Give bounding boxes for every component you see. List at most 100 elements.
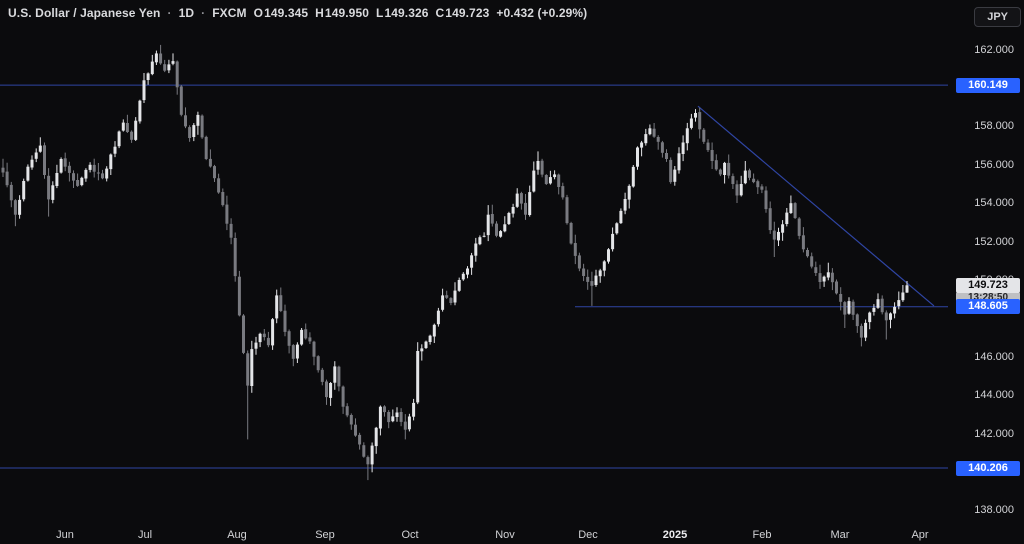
candle[interactable] xyxy=(457,277,461,292)
candle[interactable] xyxy=(271,318,275,350)
candle[interactable] xyxy=(582,263,586,282)
candle[interactable] xyxy=(67,161,71,182)
candle[interactable] xyxy=(279,287,283,313)
time-axis[interactable]: Jun Jul Aug Sep Oct Nov Dec 2025 Feb Mar Apr xyxy=(0,522,945,544)
candle[interactable] xyxy=(92,158,96,178)
candle[interactable] xyxy=(901,285,905,302)
candle[interactable] xyxy=(312,340,316,366)
candle[interactable] xyxy=(221,188,225,207)
candle[interactable] xyxy=(246,350,250,440)
candle[interactable] xyxy=(801,227,805,253)
candle[interactable] xyxy=(515,188,519,208)
candle[interactable] xyxy=(818,264,822,289)
candle[interactable] xyxy=(337,365,341,392)
candle[interactable] xyxy=(768,201,772,234)
candle[interactable] xyxy=(839,287,843,311)
candle[interactable] xyxy=(412,398,416,421)
candle[interactable] xyxy=(694,109,697,122)
candle[interactable] xyxy=(287,329,291,354)
candle[interactable] xyxy=(233,232,237,282)
candle[interactable] xyxy=(826,262,830,281)
candle[interactable] xyxy=(557,173,561,195)
candle[interactable] xyxy=(445,290,449,299)
candle[interactable] xyxy=(154,50,158,65)
candle[interactable] xyxy=(511,203,515,218)
candle[interactable] xyxy=(134,117,138,141)
candle[interactable] xyxy=(441,288,445,312)
candle[interactable] xyxy=(810,252,814,269)
candle[interactable] xyxy=(569,221,573,245)
candle[interactable] xyxy=(175,60,179,95)
candle[interactable] xyxy=(109,153,113,176)
candle[interactable] xyxy=(843,300,847,328)
candle[interactable] xyxy=(470,252,474,275)
candle[interactable] xyxy=(150,54,154,76)
candle[interactable] xyxy=(685,122,689,151)
candle[interactable] xyxy=(739,175,743,197)
candle[interactable] xyxy=(644,128,648,146)
candle[interactable] xyxy=(760,184,764,194)
candle[interactable] xyxy=(835,279,838,295)
candle[interactable] xyxy=(855,313,859,333)
trendline[interactable] xyxy=(697,105,935,307)
candle[interactable] xyxy=(366,455,370,481)
candle[interactable] xyxy=(851,299,855,320)
candle[interactable] xyxy=(677,147,681,174)
candle[interactable] xyxy=(399,408,403,427)
candle[interactable] xyxy=(308,332,312,344)
candle[interactable] xyxy=(43,142,46,179)
candle[interactable] xyxy=(623,192,627,215)
candle[interactable] xyxy=(627,184,631,209)
price-level-label[interactable]: 160.149 xyxy=(956,77,1020,93)
candle[interactable] xyxy=(130,130,134,143)
candle[interactable] xyxy=(266,331,270,348)
candle[interactable] xyxy=(225,195,229,231)
candle[interactable] xyxy=(731,173,735,190)
candle[interactable] xyxy=(673,166,677,186)
candle[interactable] xyxy=(714,154,718,171)
symbol-legend[interactable]: U.S. Dollar / Japanese Yen · 1D · FXCM O… xyxy=(8,6,587,20)
candle[interactable] xyxy=(18,195,22,219)
candle[interactable] xyxy=(789,195,793,215)
candle[interactable] xyxy=(490,204,494,227)
candle[interactable] xyxy=(536,151,540,175)
candle[interactable] xyxy=(598,268,602,283)
candle[interactable] xyxy=(250,340,254,393)
candle[interactable] xyxy=(793,202,797,219)
candle[interactable] xyxy=(192,123,196,142)
candle[interactable] xyxy=(806,247,809,258)
candle[interactable] xyxy=(295,342,299,363)
candle[interactable] xyxy=(325,379,328,405)
candle[interactable] xyxy=(718,168,722,177)
candle[interactable] xyxy=(797,217,801,240)
candle[interactable] xyxy=(528,185,532,217)
candle[interactable] xyxy=(208,149,212,168)
candle[interactable] xyxy=(872,304,876,316)
candlestick-plot[interactable] xyxy=(0,0,948,522)
candle[interactable] xyxy=(121,119,125,132)
candle[interactable] xyxy=(893,302,897,319)
candle[interactable] xyxy=(884,310,888,340)
candle[interactable] xyxy=(300,328,304,346)
candle[interactable] xyxy=(503,216,507,233)
last-price-label[interactable]: 149.723 xyxy=(956,277,1020,293)
candle[interactable] xyxy=(345,403,349,418)
candle[interactable] xyxy=(374,426,378,454)
candle[interactable] xyxy=(354,418,357,437)
candle[interactable] xyxy=(474,237,478,262)
candle[interactable] xyxy=(743,161,747,185)
candle[interactable] xyxy=(698,107,702,139)
candle[interactable] xyxy=(138,99,142,124)
candle[interactable] xyxy=(159,44,163,65)
candle[interactable] xyxy=(283,304,287,337)
candle[interactable] xyxy=(383,405,386,417)
candle[interactable] xyxy=(735,180,739,203)
candle[interactable] xyxy=(163,59,167,73)
candle[interactable] xyxy=(329,382,333,406)
candle[interactable] xyxy=(466,266,469,279)
candle[interactable] xyxy=(59,157,63,174)
candle[interactable] xyxy=(660,140,664,158)
candle[interactable] xyxy=(681,135,685,162)
candle[interactable] xyxy=(395,407,399,422)
candle[interactable] xyxy=(868,311,872,330)
